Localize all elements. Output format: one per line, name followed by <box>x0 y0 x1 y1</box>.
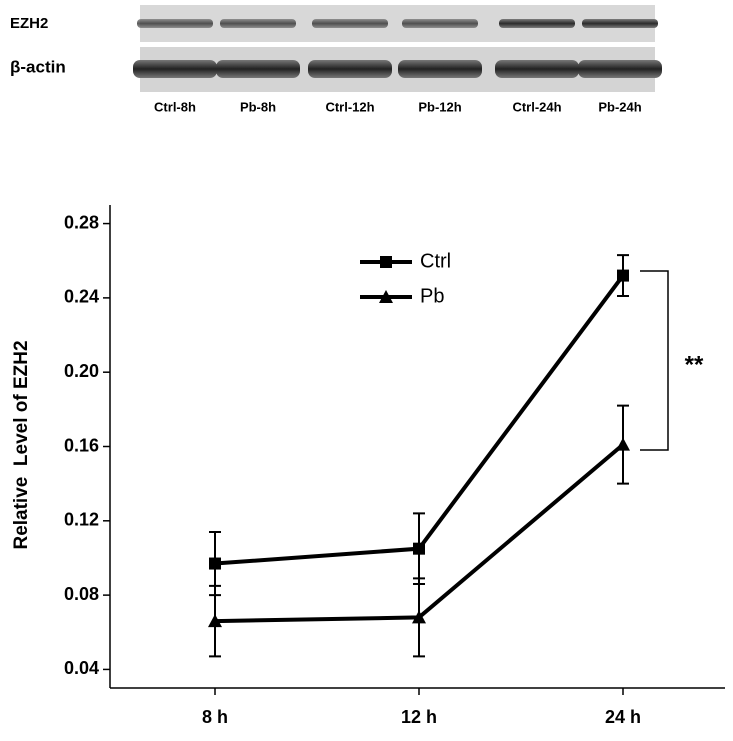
y-tick-label: 0.28 <box>64 212 99 232</box>
legend-label: Pb <box>420 285 444 307</box>
legend-marker <box>380 256 392 268</box>
blot-band <box>133 60 217 78</box>
blot-band <box>578 60 662 78</box>
legend-label: Ctrl <box>420 250 451 272</box>
y-tick-label: 0.20 <box>64 361 99 381</box>
blot-band <box>499 19 575 28</box>
blot-lane-label: Ctrl-12h <box>325 99 374 114</box>
blot-band <box>402 19 478 28</box>
blot-lane-label: Ctrl-24h <box>512 99 561 114</box>
data-point <box>208 614 222 628</box>
blot-row-label: β-actin <box>10 57 66 76</box>
y-tick-label: 0.08 <box>64 584 99 604</box>
blot-band <box>216 60 300 78</box>
x-tick-label: 8 h <box>202 707 228 727</box>
significance-bracket <box>640 270 669 451</box>
blot-row-label: EZH2 <box>10 15 48 32</box>
blot-band <box>308 60 392 78</box>
y-tick-label: 0.24 <box>64 287 99 307</box>
blot-band <box>312 19 388 28</box>
blot-lane-label: Pb-12h <box>418 99 461 114</box>
blot-lane-label: Pb-8h <box>240 99 276 114</box>
blot-band <box>220 19 296 28</box>
data-point <box>616 437 630 451</box>
y-tick-label: 0.16 <box>64 435 99 455</box>
blot-band <box>398 60 482 78</box>
data-point <box>413 542 425 555</box>
data-point <box>209 557 221 570</box>
data-point <box>412 610 426 624</box>
data-point <box>617 269 629 282</box>
blot-band <box>495 60 579 78</box>
x-tick-label: 24 h <box>605 707 641 727</box>
legend-marker <box>379 290 393 303</box>
blot-lane-label: Pb-24h <box>598 99 641 114</box>
blot-band <box>137 19 213 28</box>
blot-band <box>582 19 658 28</box>
blot-strip <box>140 5 655 42</box>
blot-lane-label: Ctrl-8h <box>154 99 196 114</box>
x-tick-label: 12 h <box>401 707 437 727</box>
y-tick-label: 0.12 <box>64 510 99 530</box>
y-axis-label: Relative Level of EZH2 <box>11 340 32 549</box>
y-tick-label: 0.04 <box>64 658 99 678</box>
annotation: ** <box>685 351 704 378</box>
